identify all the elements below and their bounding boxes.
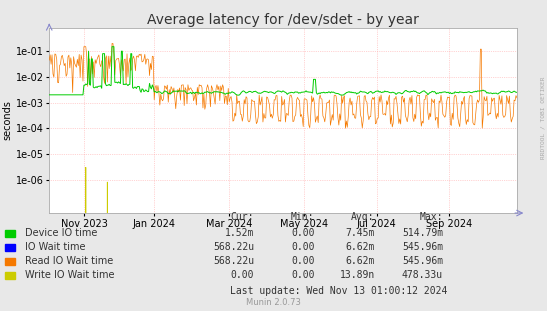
Text: 0.00: 0.00 [291,242,315,252]
Text: Min:: Min: [291,212,315,222]
Text: 0.00: 0.00 [291,256,315,266]
Text: Max:: Max: [420,212,443,222]
Text: 0.00: 0.00 [231,270,254,280]
Text: Cur:: Cur: [231,212,254,222]
Text: Read IO Wait time: Read IO Wait time [25,256,113,266]
Text: 545.96m: 545.96m [402,256,443,266]
Text: Last update: Wed Nov 13 01:00:12 2024: Last update: Wed Nov 13 01:00:12 2024 [230,286,448,296]
Text: IO Wait time: IO Wait time [25,242,85,252]
Text: RRDTOOL / TOBI OETIKER: RRDTOOL / TOBI OETIKER [541,77,546,160]
Text: Munin 2.0.73: Munin 2.0.73 [246,298,301,307]
Text: 478.33u: 478.33u [402,270,443,280]
Text: Avg:: Avg: [351,212,375,222]
Text: Device IO time: Device IO time [25,228,97,238]
Text: 7.45m: 7.45m [345,228,375,238]
Text: 568.22u: 568.22u [213,242,254,252]
Text: Write IO Wait time: Write IO Wait time [25,270,114,280]
Text: 1.52m: 1.52m [225,228,254,238]
Title: Average latency for /dev/sdet - by year: Average latency for /dev/sdet - by year [147,13,419,27]
Text: 6.62m: 6.62m [345,242,375,252]
Text: 568.22u: 568.22u [213,256,254,266]
Text: 6.62m: 6.62m [345,256,375,266]
Text: 0.00: 0.00 [291,270,315,280]
Y-axis label: seconds: seconds [3,100,13,141]
Text: 514.79m: 514.79m [402,228,443,238]
Text: 0.00: 0.00 [291,228,315,238]
Text: 545.96m: 545.96m [402,242,443,252]
Text: 13.89n: 13.89n [340,270,375,280]
